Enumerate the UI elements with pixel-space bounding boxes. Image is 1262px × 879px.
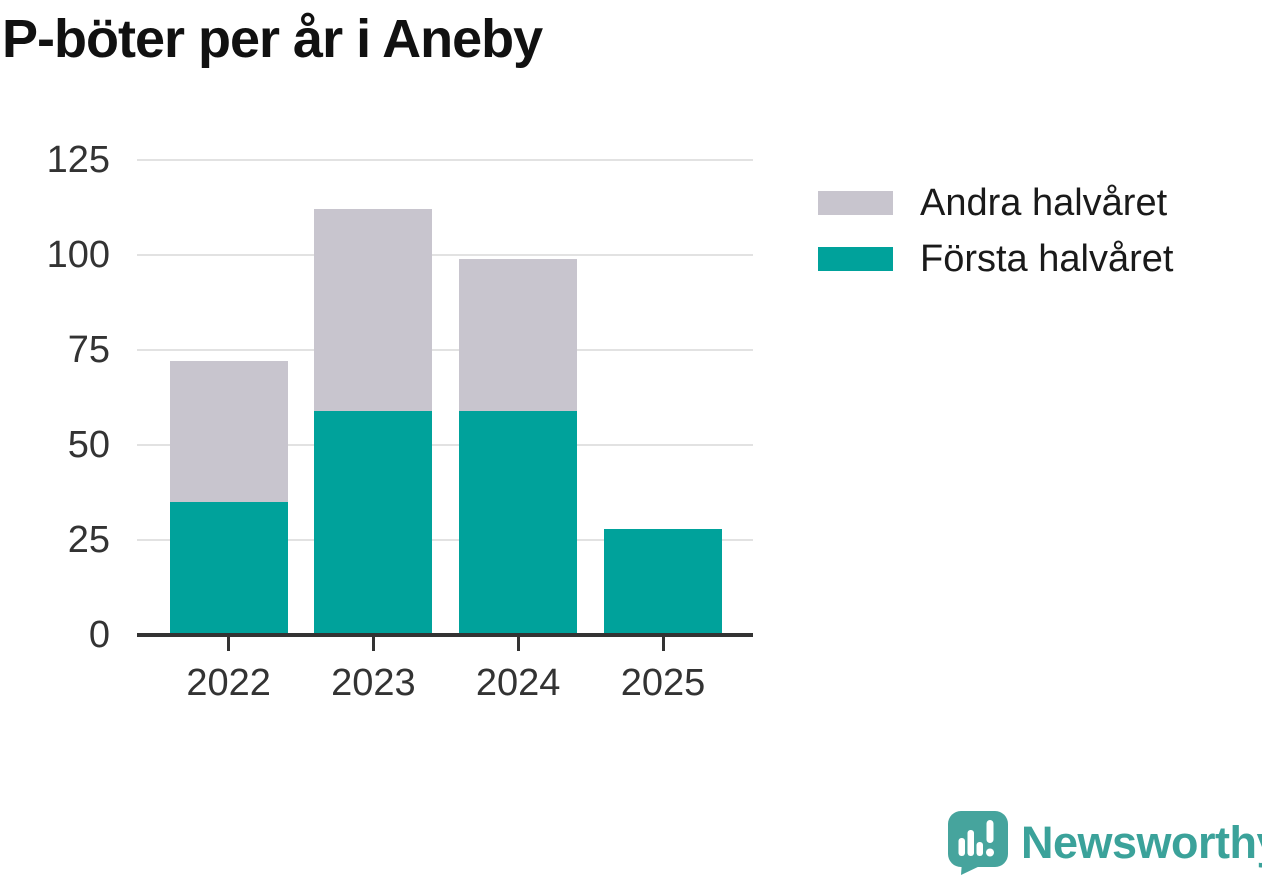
bar-segment-first-half bbox=[169, 502, 288, 635]
newsworthy-logo-icon bbox=[948, 811, 1008, 875]
y-axis-tick-label: 100 bbox=[46, 234, 110, 276]
newsworthy-wordmark: Newsworthy bbox=[1021, 817, 1262, 868]
x-axis-category-label: 2023 bbox=[331, 662, 416, 704]
bar-segment-second-half bbox=[169, 361, 288, 502]
y-axis-tick-label: 25 bbox=[67, 519, 110, 561]
y-axis-tick-label: 75 bbox=[67, 329, 110, 371]
x-axis-category-label: 2022 bbox=[186, 662, 271, 704]
legend-color-swatch bbox=[818, 247, 893, 271]
x-axis-tick bbox=[516, 637, 520, 651]
x-axis-category-label: 2025 bbox=[620, 662, 706, 704]
x-axis-category-label: 2024 bbox=[475, 662, 561, 704]
y-gridline bbox=[137, 254, 753, 256]
legend-item: Andra halvåret bbox=[818, 182, 1173, 224]
y-gridline bbox=[137, 159, 753, 161]
chart-legend: Andra halvåret Första halvåret bbox=[818, 182, 1173, 280]
bar-segment-first-half bbox=[459, 410, 578, 635]
legend-label: Andra halvåret bbox=[920, 181, 1168, 224]
y-axis-tick-label: 0 bbox=[88, 614, 110, 656]
y-gridline bbox=[137, 539, 753, 541]
y-axis-tick-label: 125 bbox=[46, 139, 110, 181]
y-axis-tick-label: 50 bbox=[67, 424, 110, 466]
x-axis-line bbox=[137, 633, 753, 637]
bar-segment-second-half bbox=[459, 258, 578, 411]
newsworthy-branding: Newsworthy bbox=[948, 811, 1262, 875]
y-gridline bbox=[137, 349, 753, 351]
legend-label: Första halvåret bbox=[920, 237, 1174, 280]
x-axis-tick bbox=[371, 637, 375, 651]
x-axis-tick bbox=[661, 637, 665, 651]
page-title: P-böter per år i Aneby bbox=[2, 9, 543, 69]
legend-color-swatch bbox=[818, 191, 893, 215]
bar-segment-second-half bbox=[314, 209, 433, 411]
legend-item: Första halvåret bbox=[818, 238, 1173, 280]
x-axis-tick bbox=[227, 637, 231, 651]
bar-segment-first-half bbox=[604, 528, 722, 635]
y-gridline bbox=[137, 444, 753, 446]
bar-segment-first-half bbox=[314, 410, 433, 635]
